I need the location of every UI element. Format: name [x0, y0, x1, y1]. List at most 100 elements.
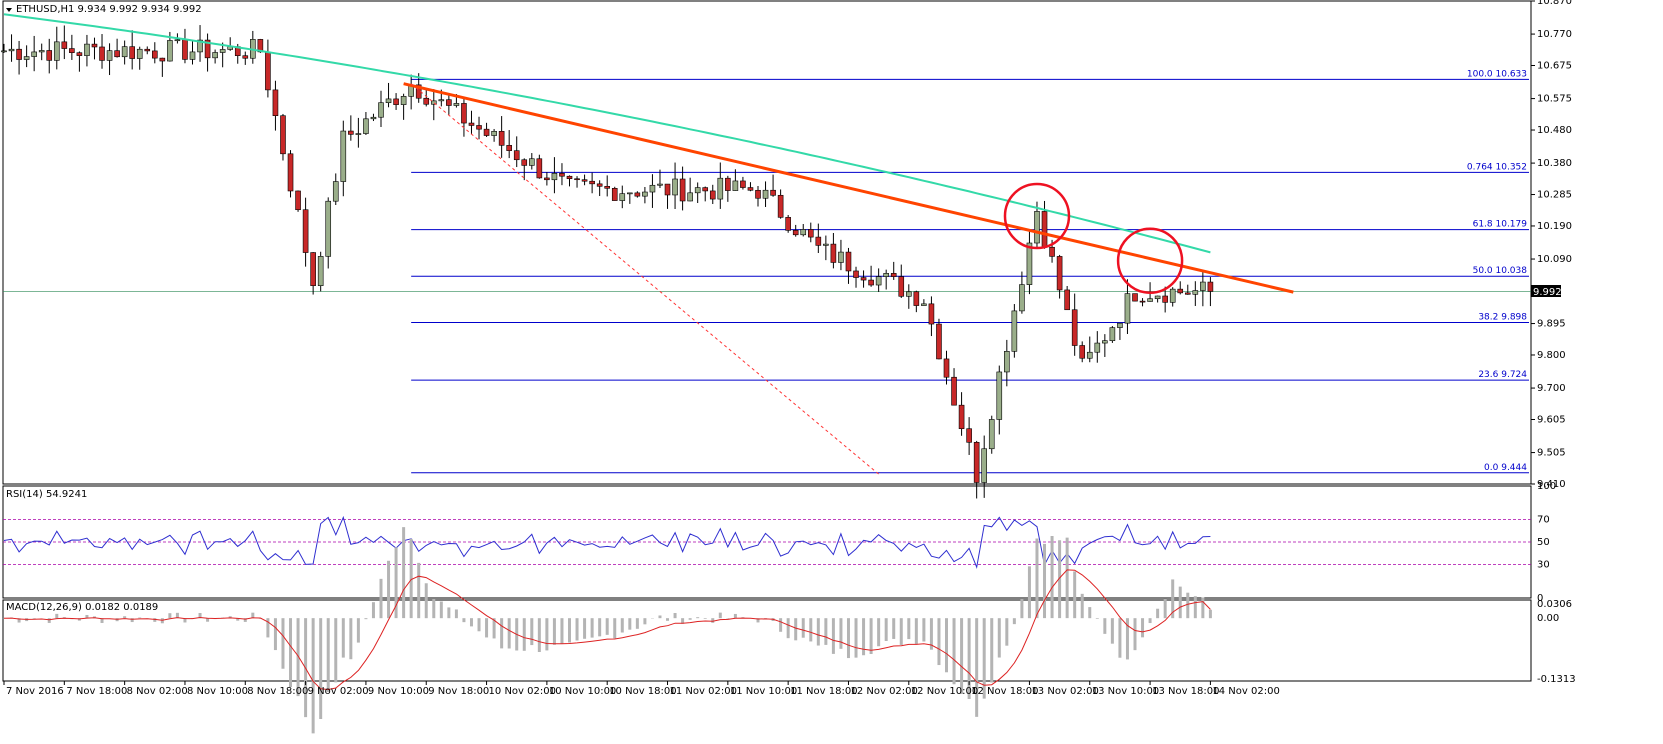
price-tick-label-5: 10.380 [1537, 158, 1572, 169]
candle-body-111 [838, 251, 844, 263]
candle-body-81 [611, 188, 618, 201]
candle-body-145 [1094, 342, 1101, 353]
candle-body-154 [1162, 295, 1168, 303]
candle-body-22 [167, 40, 173, 62]
candle-body-86 [649, 184, 656, 193]
fib-label-4: 38.2 9.898 [1478, 313, 1527, 323]
candle-body-28 [212, 52, 218, 59]
candlestick-series [1, 25, 1214, 499]
candle-body-135 [1019, 284, 1025, 312]
candle-body-130 [981, 448, 988, 483]
candle-body-103 [777, 194, 784, 218]
rsi-tick-label-1: 70 [1537, 515, 1550, 526]
candle-body-49 [370, 116, 377, 120]
rejection-circle-2 [1116, 227, 1184, 294]
candle-body-84 [634, 192, 641, 197]
candle-body-100 [755, 189, 761, 199]
time-tick-label-20: 14 Nov 02:00 [1212, 686, 1279, 697]
candle-body-75 [566, 175, 573, 180]
candle-body-39 [295, 190, 301, 211]
candle-body-139 [1049, 246, 1055, 257]
rejection-circle-1 [1003, 182, 1071, 250]
candle-body-102 [770, 189, 776, 196]
candle-body-97 [732, 180, 739, 191]
candle-body-29 [219, 49, 226, 53]
candle-body-82 [619, 193, 626, 201]
candle-body-50 [378, 102, 384, 118]
candle-body-149 [1124, 293, 1131, 324]
candle-body-134 [1011, 310, 1018, 352]
time-tick-label-3: 8 Nov 10:00 [187, 686, 248, 697]
macd-tick-label-1: 0.00 [1537, 613, 1559, 624]
candle-body-79 [596, 183, 603, 187]
candle-body-90 [679, 178, 686, 202]
candle-body-58 [438, 99, 445, 102]
candle-body-48 [363, 118, 369, 134]
candle-body-9 [69, 48, 75, 53]
candle-body-140 [1056, 256, 1063, 291]
candle-body-45 [340, 130, 347, 182]
price-tick-label-2: 10.675 [1537, 61, 1572, 72]
time-tick-label-9: 10 Nov 10:00 [549, 686, 616, 697]
time-tick-label-8: 10 Nov 02:00 [489, 686, 556, 697]
candle-body-78 [589, 180, 595, 185]
candle-body-147 [1109, 327, 1116, 341]
candle-body-156 [1177, 288, 1184, 294]
candle-body-17 [129, 46, 135, 59]
macd-tick-label-2: -0.1313 [1537, 674, 1576, 685]
candle-body-133 [1004, 351, 1010, 373]
candle-body-8 [61, 41, 68, 49]
candle-body-108 [815, 236, 822, 246]
candle-body-92 [694, 187, 701, 194]
candle-body-152 [1147, 298, 1153, 302]
candle-body-42 [317, 256, 324, 286]
candle-body-61 [461, 103, 467, 124]
time-tick-label-19: 13 Nov 18:00 [1152, 686, 1219, 697]
macd-series: 0.0306 0.00 -0.1313 [2, 527, 1576, 734]
candle-body-2 [16, 48, 22, 60]
rsi-line [3, 515, 1211, 570]
time-tick-label-0: 7 Nov 2016 [6, 686, 64, 697]
candle-body-67 [506, 145, 512, 151]
candle-body-36 [272, 89, 279, 116]
candle-body-46 [348, 130, 354, 135]
candle-body-160 [1207, 281, 1214, 292]
candle-body-142 [1071, 309, 1078, 346]
candle-body-74 [559, 173, 565, 177]
macd-panel[interactable] [2, 599, 1532, 682]
candle-body-53 [400, 96, 407, 105]
main-price-panel[interactable] [2, 0, 1532, 485]
candle-body-3 [23, 56, 30, 60]
candle-body-109 [823, 243, 829, 246]
candle-body-10 [76, 52, 83, 56]
candle-body-138 [1041, 211, 1048, 248]
price-tick-label-13: 9.605 [1537, 414, 1566, 425]
candle-body-89 [672, 178, 678, 196]
candle-body-40 [302, 209, 309, 253]
candle-body-71 [536, 158, 543, 179]
price-tick-label-4: 10.480 [1537, 125, 1572, 136]
candle-body-94 [709, 190, 716, 200]
candle-body-5 [38, 50, 45, 53]
candle-body-72 [544, 177, 550, 181]
candle-body-107 [807, 229, 814, 238]
candle-body-83 [627, 192, 633, 195]
dropdown-triangle-icon[interactable] [6, 8, 12, 12]
rsi-tick-label-2: 50 [1537, 537, 1550, 548]
candle-body-21 [159, 57, 166, 62]
candle-body-37 [280, 115, 286, 155]
candle-body-47 [355, 133, 362, 135]
candle-body-69 [521, 159, 528, 166]
candle-body-131 [988, 419, 995, 450]
candle-body-112 [845, 251, 852, 272]
main-chart-title: ETHUSD,H1 9.934 9.992 9.934 9.992 [16, 4, 202, 15]
candle-body-4 [31, 51, 37, 57]
price-axis: 10.870 10.770 10.675 10.575 10.480 10.380 10.2… [1531, 0, 1572, 490]
candle-body-127 [958, 404, 965, 430]
candle-body-128 [966, 428, 972, 443]
rsi-panel[interactable] [2, 485, 1532, 599]
candle-body-120 [905, 291, 912, 297]
fib-label-5: 23.6 9.724 [1478, 370, 1527, 380]
candle-body-99 [747, 187, 754, 191]
